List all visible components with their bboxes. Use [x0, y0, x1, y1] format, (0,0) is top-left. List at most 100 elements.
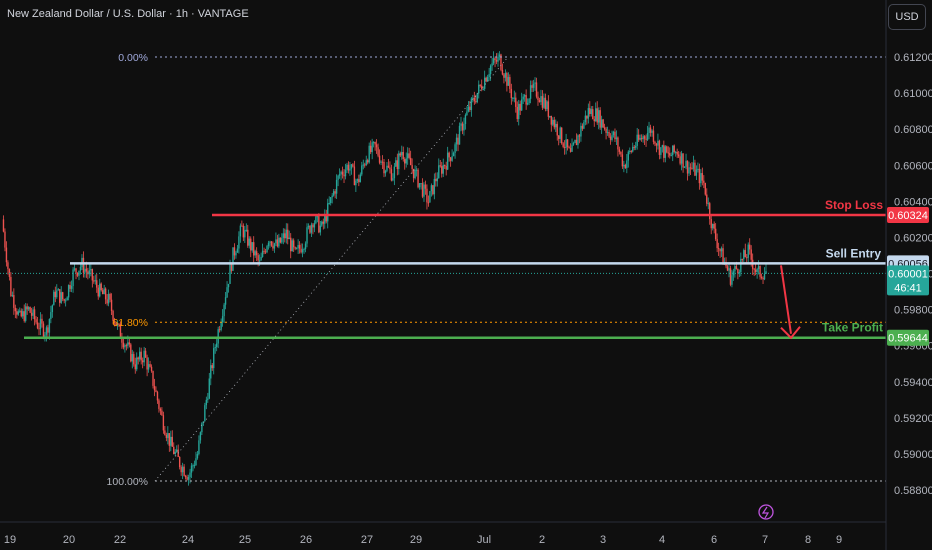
candle-body: [32, 309, 34, 316]
candle-body: [26, 306, 28, 310]
candle-body: [663, 145, 665, 158]
candle-body: [597, 110, 600, 123]
candle-body: [648, 127, 650, 133]
candle-body: [223, 304, 225, 317]
candle-body: [337, 175, 339, 180]
candle-body: [30, 312, 33, 316]
candle-body: [753, 268, 755, 270]
candle-body: [658, 140, 661, 155]
candle-body: [555, 123, 557, 128]
candle-body: [59, 289, 61, 303]
candle-body: [682, 153, 684, 168]
projection-arrow-head: [780, 326, 801, 340]
x-tick-label: 22: [114, 534, 126, 546]
candle-body: [451, 156, 453, 161]
candle-body: [640, 138, 643, 140]
candle-body: [635, 145, 637, 148]
candle-body: [67, 285, 70, 298]
candle-body: [492, 58, 495, 64]
candle-body: [181, 466, 184, 473]
candle-body: [284, 233, 286, 239]
candle-body: [618, 149, 621, 152]
candle-body: [238, 236, 240, 249]
candle-body: [669, 153, 671, 156]
candle-body: [592, 109, 594, 120]
candle-body: [367, 160, 369, 163]
candle-body: [692, 162, 695, 169]
candle-body: [69, 285, 71, 289]
candle-body: [463, 124, 465, 131]
candle-body: [639, 138, 641, 140]
candle-body: [202, 421, 205, 423]
candle-body: [124, 345, 126, 348]
candle-body: [744, 250, 746, 258]
candle-body: [118, 323, 120, 325]
candle-body: [7, 262, 9, 269]
candle-body: [429, 191, 431, 203]
candle-body: [176, 449, 178, 452]
candle-body: [691, 168, 693, 170]
candle-body: [660, 147, 662, 155]
candle-body: [734, 266, 736, 272]
candle-body: [368, 145, 370, 163]
candle-body: [623, 164, 625, 167]
candle-body: [735, 266, 738, 269]
candle-body: [361, 165, 363, 175]
candle-body: [441, 166, 443, 174]
candle-body: [217, 329, 219, 344]
candle-body: [362, 164, 364, 166]
candle-body: [146, 357, 148, 370]
candle-body: [762, 278, 764, 280]
y-tick-label: 0.59200: [894, 413, 932, 425]
candle-body: [371, 142, 373, 153]
currency-button[interactable]: USD: [888, 4, 926, 30]
candle-body: [5, 247, 8, 263]
candle-body: [195, 458, 197, 466]
candle-body: [711, 223, 714, 229]
candle-body: [365, 160, 367, 166]
candle-body: [667, 152, 669, 154]
candle-body: [183, 466, 185, 476]
candle-body: [609, 136, 612, 140]
candle-body: [374, 141, 376, 145]
candle-body: [16, 311, 18, 315]
candle-body: [144, 350, 147, 358]
candle-body: [4, 231, 6, 248]
candle-body: [606, 132, 609, 134]
lightning-icon[interactable]: [758, 504, 774, 520]
take-profit-price-tag-bg: [887, 329, 929, 346]
candle-body: [698, 168, 701, 184]
candle-body: [439, 165, 441, 167]
candle-body: [20, 310, 22, 317]
candle-body: [719, 248, 721, 252]
candle-body: [643, 136, 646, 139]
candle-body: [411, 165, 413, 169]
candle-body: [100, 283, 102, 291]
candle-body: [2, 219, 5, 232]
candle-body: [731, 275, 733, 285]
candle-body: [689, 167, 692, 169]
candle-body: [565, 139, 567, 148]
candle-body: [282, 233, 285, 238]
candle-body: [438, 165, 440, 179]
candle-body: [125, 345, 128, 347]
candle-body: [614, 131, 616, 140]
candle-body: [481, 85, 483, 90]
candle-body: [478, 84, 480, 94]
candle-body: [62, 292, 64, 300]
candle-body: [306, 227, 308, 244]
candle-body: [559, 127, 561, 139]
candle-body: [599, 110, 601, 128]
candle-body: [666, 146, 668, 153]
y-tick-label: 0.60600: [894, 160, 932, 172]
candle-body: [147, 364, 150, 370]
candle-body: [57, 289, 59, 291]
candle-body: [547, 101, 550, 117]
candle-body: [159, 408, 162, 411]
candle-body: [329, 197, 332, 203]
candle-body: [152, 370, 154, 386]
candle-body: [153, 385, 156, 391]
candle-body: [14, 307, 17, 312]
candle-body: [287, 229, 289, 240]
